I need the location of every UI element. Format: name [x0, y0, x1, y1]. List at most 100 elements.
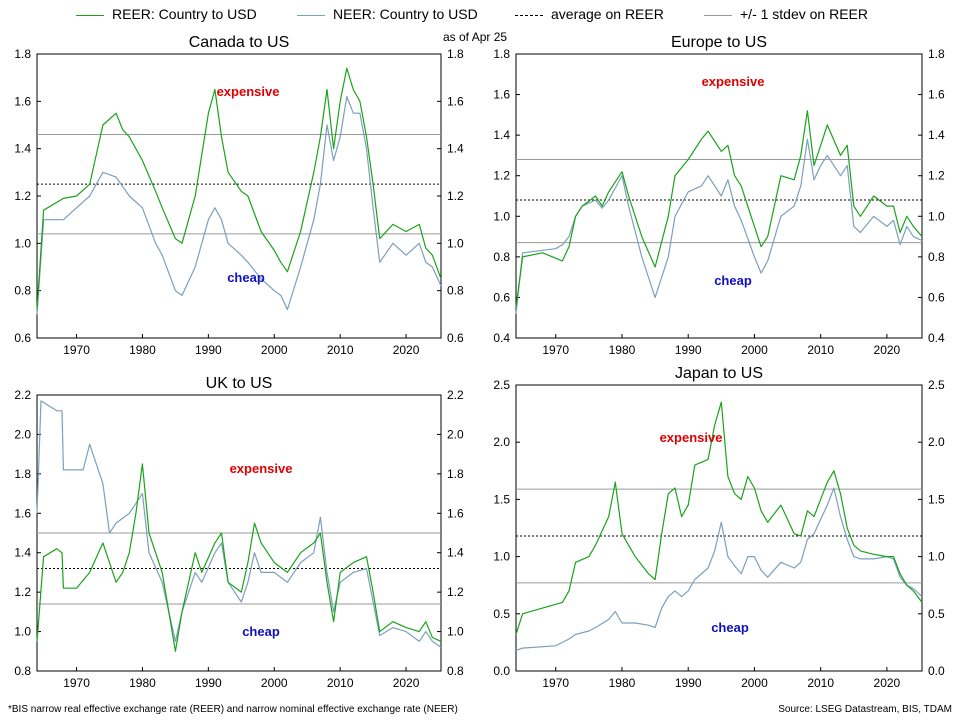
- legend-label-neer: NEER: Country to USD: [333, 6, 478, 22]
- legend-label-stdev: +/- 1 stdev on REER: [740, 6, 869, 22]
- x-tick-label: 2020: [393, 343, 420, 357]
- legend-item-average: average on REER: [515, 6, 664, 22]
- y-tick-label-left: 2.2: [14, 388, 31, 402]
- expensive-label: expensive: [230, 461, 293, 476]
- x-tick-label: 1980: [129, 676, 156, 690]
- chart-panel-canada: Canada to US 0.6 0.6 0.8 0.8 1.0 1.0 1.2 1.2 1.4 1…: [14, 34, 464, 357]
- plot-frame: [515, 384, 923, 672]
- y-tick-label-left: 1.6: [14, 94, 31, 108]
- y-tick-label-left: 1.8: [14, 467, 31, 481]
- y-tick-label-right: 2.0: [447, 427, 464, 441]
- y-tick-label-right: 0.8: [928, 250, 945, 264]
- x-tick-label: 1990: [195, 343, 222, 357]
- y-tick-label-right: 2.5: [928, 378, 945, 392]
- y-tick-label-left: 0.6: [14, 331, 31, 345]
- x-tick-label: 1970: [63, 343, 90, 357]
- x-tick-label: 2020: [874, 343, 901, 357]
- reer-series-line: [515, 401, 923, 635]
- y-tick-label-left: 1.6: [493, 88, 510, 102]
- y-tick-label-right: 1.0: [928, 550, 945, 564]
- x-tick-label: 2020: [874, 676, 901, 690]
- cheap-label: cheap: [227, 270, 265, 285]
- legend-item-reer: REER: Country to USD: [76, 6, 257, 22]
- y-tick-label-right: 1.8: [447, 47, 464, 61]
- y-tick-label-left: 0.8: [14, 664, 31, 678]
- x-tick-label: 1970: [542, 676, 569, 690]
- y-tick-label-right: 1.2: [928, 169, 945, 183]
- cheap-label: cheap: [714, 273, 752, 288]
- y-tick-label-right: 1.5: [928, 492, 945, 506]
- expensive-label: expensive: [660, 430, 723, 445]
- y-tick-label-right: 1.4: [447, 142, 464, 156]
- chart-title: Europe to US: [671, 34, 767, 51]
- y-tick-label-right: 1.0: [928, 209, 945, 223]
- legend: REER: Country to USD NEER: Country to US…: [0, 0, 960, 30]
- y-tick-label-right: 0.6: [928, 290, 945, 304]
- source-note: Source: LSEG Datastream, BIS, TDAM: [778, 704, 952, 715]
- neer-series-line: [36, 400, 442, 648]
- legend-label-reer: REER: Country to USD: [112, 6, 257, 22]
- neer-series-line: [515, 138, 923, 314]
- footnote: *BIS narrow real effective exchange rate…: [8, 704, 458, 715]
- y-tick-label-right: 1.6: [928, 88, 945, 102]
- reer-series-line: [515, 110, 923, 308]
- x-tick-label: 2010: [327, 676, 354, 690]
- y-tick-label-left: 1.6: [14, 506, 31, 520]
- x-tick-label: 1980: [609, 676, 636, 690]
- y-tick-label-right: 1.4: [928, 128, 945, 142]
- y-tick-label-left: 1.0: [14, 236, 31, 250]
- neer-series-line: [515, 487, 923, 651]
- legend-swatch-stdev: [704, 14, 732, 16]
- neer-series-line: [36, 95, 442, 315]
- y-tick-label-right: 0.0: [928, 664, 945, 678]
- y-tick-label-right: 1.0: [447, 625, 464, 639]
- y-tick-label-left: 1.5: [493, 492, 510, 506]
- x-tick-label: 2010: [807, 676, 834, 690]
- y-tick-label-right: 0.8: [447, 664, 464, 678]
- legend-swatch-neer: [297, 14, 325, 16]
- x-tick-label: 1990: [675, 343, 702, 357]
- x-tick-label: 2000: [261, 676, 288, 690]
- y-tick-label-left: 1.0: [493, 209, 510, 223]
- y-tick-label-left: 0.6: [493, 290, 510, 304]
- y-tick-label-left: 1.2: [14, 189, 31, 203]
- y-tick-label-right: 0.5: [928, 607, 945, 621]
- legend-swatch-reer: [76, 14, 104, 16]
- chart-panel-japan: Japan to US 0.0 0.0 0.5 0.5 1.0 1.0 1.5 1.5 2.0 2.…: [493, 365, 945, 690]
- legend-label-average: average on REER: [551, 6, 664, 22]
- x-tick-label: 1980: [609, 343, 636, 357]
- chart-panel-europe: Europe to US 0.4 0.4 0.6 0.6 0.8 0.8 1.0 1.0 1.2 1…: [493, 34, 945, 357]
- x-tick-label: 2000: [741, 343, 768, 357]
- x-tick-label: 1970: [63, 676, 90, 690]
- legend-item-neer: NEER: Country to USD: [297, 6, 478, 22]
- y-tick-label-left: 2.5: [493, 378, 510, 392]
- legend-item-stdev: +/- 1 stdev on REER: [704, 6, 868, 22]
- legend-swatch-average: [515, 14, 543, 16]
- expensive-label: expensive: [702, 74, 765, 89]
- y-tick-label-right: 2.2: [447, 388, 464, 402]
- x-tick-label: 1990: [675, 676, 702, 690]
- chart-title: Japan to US: [675, 365, 763, 382]
- y-tick-label-right: 0.8: [447, 284, 464, 298]
- x-tick-label: 2000: [261, 343, 288, 357]
- x-tick-label: 1980: [129, 343, 156, 357]
- y-tick-label-right: 0.6: [447, 331, 464, 345]
- x-tick-label: 2020: [393, 676, 420, 690]
- y-tick-label-right: 2.0: [928, 435, 945, 449]
- y-tick-label-right: 1.8: [447, 467, 464, 481]
- y-tick-label-right: 1.6: [447, 94, 464, 108]
- y-tick-label-left: 2.0: [493, 435, 510, 449]
- reer-series-line: [36, 67, 442, 310]
- plot-frame: [515, 53, 923, 339]
- y-tick-label-left: 1.0: [14, 625, 31, 639]
- y-tick-label-left: 1.2: [14, 585, 31, 599]
- expensive-label: expensive: [217, 84, 280, 99]
- y-tick-label-left: 0.8: [14, 284, 31, 298]
- y-tick-label-right: 1.6: [447, 506, 464, 520]
- x-tick-label: 2010: [327, 343, 354, 357]
- x-tick-label: 2010: [807, 343, 834, 357]
- y-tick-label-left: 1.4: [14, 546, 31, 560]
- as-of-label: as of Apr 25: [443, 30, 508, 44]
- x-tick-label: 2000: [741, 676, 768, 690]
